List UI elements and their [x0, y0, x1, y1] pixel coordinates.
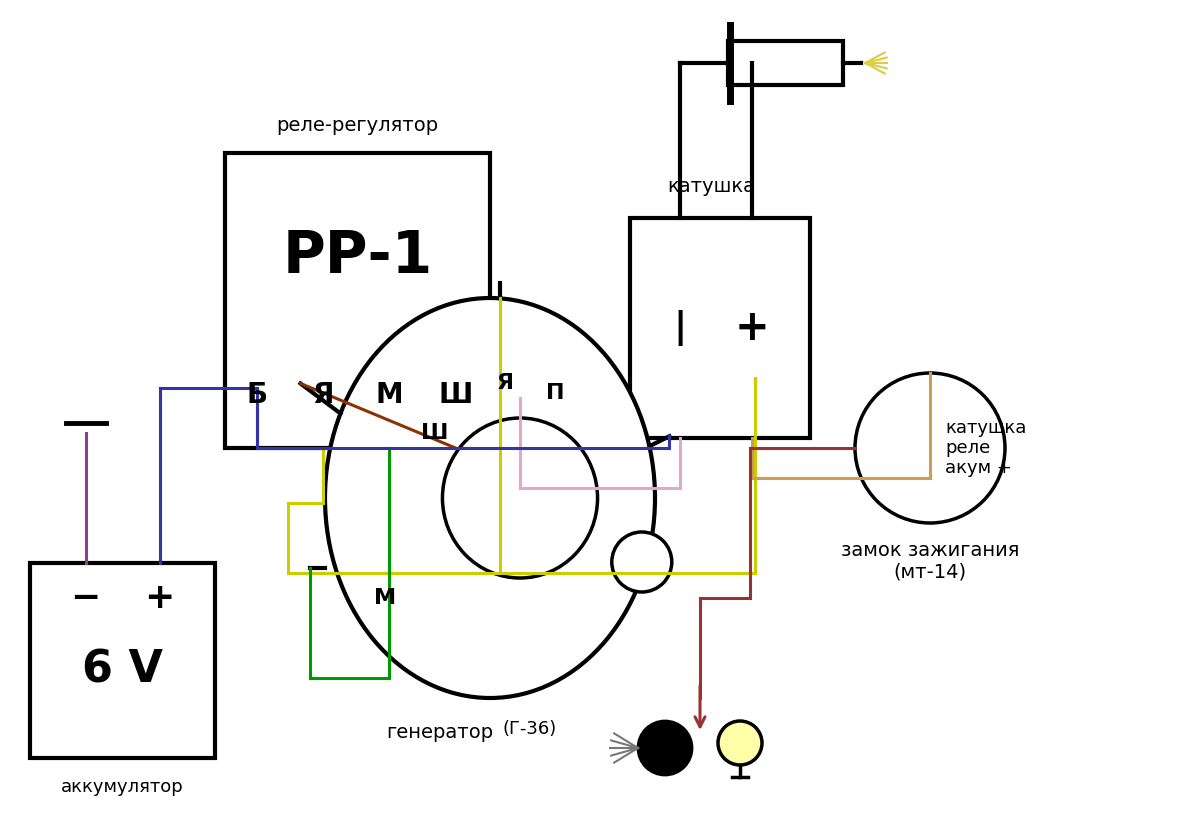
Text: +: + [145, 581, 174, 615]
Text: +: + [735, 307, 769, 349]
Text: Я: Я [496, 373, 514, 393]
Ellipse shape [443, 418, 597, 578]
Text: П: П [545, 383, 564, 403]
Text: реле: реле [945, 439, 991, 457]
Text: −: − [71, 581, 100, 615]
Text: акум +: акум + [945, 459, 1012, 477]
Text: Я: Я [312, 381, 333, 409]
Text: реле-регулятор: реле-регулятор [277, 116, 438, 135]
Text: аккумулятор: аккумулятор [61, 778, 184, 796]
Circle shape [638, 721, 691, 775]
Text: 6 V: 6 V [82, 649, 163, 691]
Circle shape [611, 532, 671, 592]
Text: Ш: Ш [438, 381, 472, 409]
Text: |: | [674, 310, 687, 346]
Circle shape [855, 373, 1005, 523]
Text: М: М [376, 381, 403, 409]
Text: замок зажигания: замок зажигания [841, 541, 1019, 560]
Bar [225, 153, 490, 448]
Bar [29, 563, 216, 758]
Text: (Г-36): (Г-36) [503, 720, 557, 738]
Text: (мт-14): (мт-14) [893, 563, 967, 582]
Text: катушка: катушка [945, 419, 1026, 437]
Text: генератор: генератор [386, 723, 494, 742]
Circle shape [719, 721, 762, 765]
Text: катушка: катушка [667, 177, 755, 196]
Text: Ш: Ш [422, 423, 449, 443]
Bar [630, 218, 810, 438]
Ellipse shape [325, 298, 655, 698]
Text: РР-1: РР-1 [283, 228, 432, 285]
Text: Б: Б [246, 381, 267, 409]
Text: М: М [373, 588, 396, 608]
Bar [728, 41, 843, 85]
